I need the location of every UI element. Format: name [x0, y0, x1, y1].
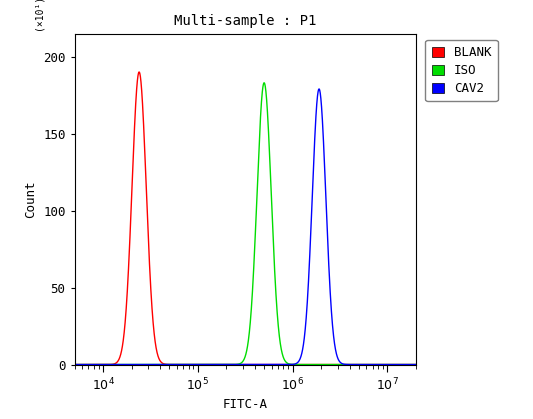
BLANK [53, 362, 59, 367]
ISO [94, 362, 100, 367]
CAV2 [115, 362, 122, 367]
CAV2 [316, 86, 322, 91]
Line: ISO: ISO [56, 83, 416, 365]
BLANK [94, 362, 100, 367]
ISO [413, 362, 419, 367]
CAV2 [406, 362, 412, 367]
BLANK [413, 362, 419, 367]
BLANK [410, 362, 417, 367]
CAV2 [206, 362, 213, 367]
ISO [261, 80, 267, 85]
CAV2 [367, 362, 373, 367]
ISO [406, 362, 412, 367]
Line: CAV2: CAV2 [56, 89, 416, 365]
CAV2 [413, 362, 419, 367]
BLANK [406, 362, 412, 367]
CAV2 [53, 362, 59, 367]
ISO [206, 362, 213, 367]
ISO [53, 362, 59, 367]
CAV2 [94, 362, 100, 367]
BLANK [206, 362, 213, 367]
BLANK [115, 358, 122, 363]
Text: (×10¹): (×10¹) [34, 0, 44, 30]
Line: BLANK: BLANK [56, 72, 416, 365]
ISO [115, 362, 122, 367]
BLANK [191, 362, 197, 367]
BLANK [136, 70, 142, 75]
X-axis label: FITC-A: FITC-A [223, 398, 268, 411]
CAV2 [191, 362, 197, 367]
Legend: BLANK, ISO, CAV2: BLANK, ISO, CAV2 [425, 40, 498, 101]
ISO [191, 362, 197, 367]
Y-axis label: Count: Count [25, 180, 37, 218]
BLANK [367, 362, 373, 367]
Title: Multi-sample : P1: Multi-sample : P1 [174, 14, 317, 28]
ISO [367, 362, 373, 367]
